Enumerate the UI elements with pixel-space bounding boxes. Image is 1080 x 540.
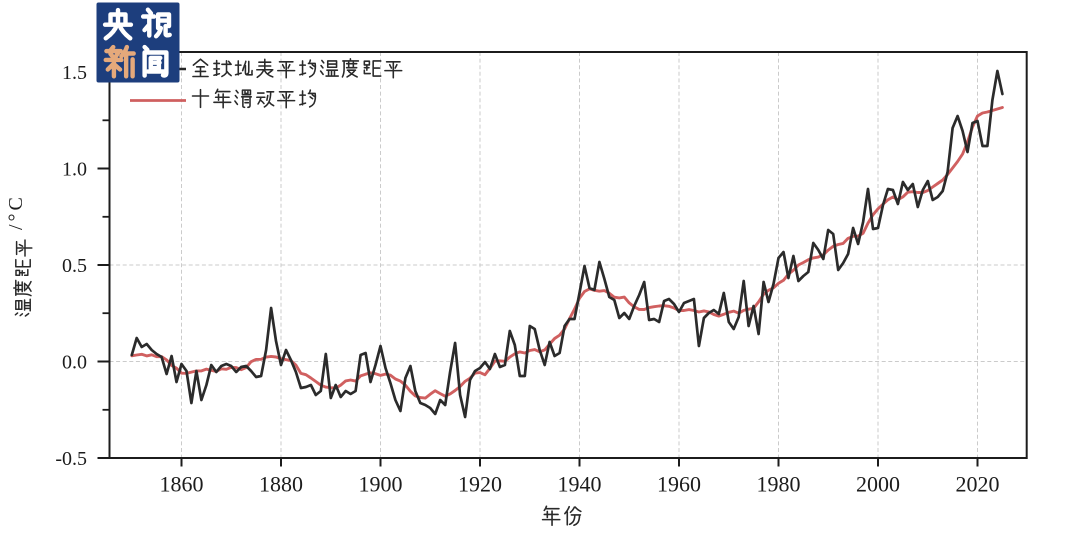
svg-text:/°C: /°C [5,194,27,230]
svg-text:1900: 1900 [359,472,403,497]
svg-text:1.0: 1.0 [62,159,87,181]
svg-text:1860: 1860 [160,472,204,497]
svg-text:0.0: 0.0 [62,352,87,374]
svg-text:0.5: 0.5 [62,255,87,277]
svg-text:1940: 1940 [558,472,602,497]
svg-text:1.5: 1.5 [62,62,87,84]
svg-text:-0.5: -0.5 [55,448,87,470]
svg-text:2020: 2020 [956,472,1000,497]
svg-text:1960: 1960 [657,472,701,497]
svg-text:1980: 1980 [757,472,801,497]
svg-text:2000: 2000 [856,472,900,497]
svg-text:1880: 1880 [259,472,303,497]
svg-text:1920: 1920 [458,472,502,497]
